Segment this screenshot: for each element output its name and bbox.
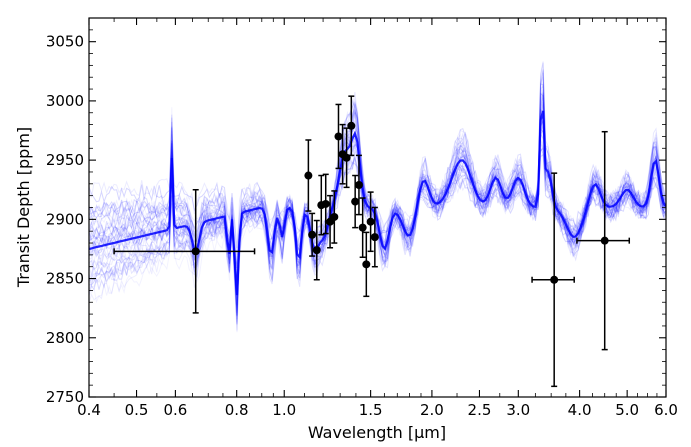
data-point <box>312 219 321 281</box>
y-tick-label: 3050 <box>46 33 84 51</box>
model-spectrum-curve <box>89 69 666 320</box>
x-tick-labels: 0.4 0.5 0.6 0.8 1.0 1.5 2.0 2.5 3.0 4.0 5.0 6.0 <box>77 401 678 419</box>
model-spectrum-curve <box>89 72 666 309</box>
x-tick-label: 0.6 <box>163 401 187 419</box>
data-marker <box>312 246 321 255</box>
data-point <box>330 190 339 244</box>
data-point <box>366 191 375 253</box>
model-spectrum-curve <box>89 108 666 298</box>
data-point <box>370 206 379 268</box>
data-marker <box>321 199 330 208</box>
y-axis-label: Transit Depth [ppm] <box>14 127 33 288</box>
model-spectrum-curve <box>89 124 666 281</box>
data-marker <box>308 230 317 239</box>
model-spectrum-curve <box>89 121 666 279</box>
data-marker <box>366 217 375 226</box>
x-tick-label: 1.5 <box>359 401 383 419</box>
x-tick-label: 2.5 <box>468 401 492 419</box>
model-spectrum-curve <box>89 89 666 325</box>
data-point <box>347 95 356 157</box>
x-tick-label: 5.0 <box>615 401 639 419</box>
model-spectrum-curve <box>89 69 666 306</box>
data-point <box>321 173 330 235</box>
model-spectrum-median <box>89 110 666 296</box>
model-spectrum-curve <box>89 85 666 324</box>
model-spectrum-curve <box>89 153 666 269</box>
y-tick-label: 2900 <box>46 210 84 228</box>
model-spectrum-curve <box>89 140 666 288</box>
data-point <box>334 103 343 170</box>
data-marker <box>304 171 313 180</box>
model-spectrum-curve <box>89 110 666 301</box>
x-axis-label: Wavelength [μm] <box>308 423 446 442</box>
data-point <box>531 172 575 388</box>
x-tick-label: 4.0 <box>568 401 592 419</box>
data-marker <box>334 132 343 141</box>
data-marker <box>351 197 360 206</box>
y-tick-label: 2950 <box>46 151 84 169</box>
data-marker <box>358 223 367 232</box>
model-spectrum-curve <box>89 92 666 297</box>
data-point <box>358 197 367 258</box>
data-marker <box>550 275 559 284</box>
data-marker <box>370 233 379 242</box>
y-tick-label: 2800 <box>46 329 84 347</box>
y-tick-label: 2850 <box>46 270 84 288</box>
model-spectrum-curve <box>89 139 666 280</box>
model-spectrum-curve <box>89 82 666 331</box>
y-tick-label: 2750 <box>46 388 84 406</box>
x-tick-label: 1.0 <box>272 401 296 419</box>
data-point <box>308 212 317 257</box>
data-marker <box>347 121 356 130</box>
model-spectrum-curve <box>89 128 666 255</box>
model-spectrum-curve <box>89 132 666 249</box>
axis-ticks <box>88 18 667 398</box>
model-spectra <box>89 61 666 333</box>
data-point <box>576 130 631 351</box>
data-marker <box>191 247 200 256</box>
data-marker <box>330 212 339 221</box>
data-point <box>304 139 313 212</box>
y-tick-label: 3000 <box>46 92 84 110</box>
observations <box>113 95 631 388</box>
data-marker <box>354 180 363 189</box>
model-spectrum-curve <box>89 104 666 316</box>
x-tick-label: 0.8 <box>225 401 249 419</box>
data-point <box>354 154 363 216</box>
x-tick-label: 3.0 <box>506 401 530 419</box>
x-tick-label: 0.5 <box>125 401 149 419</box>
data-point <box>113 188 256 314</box>
data-point <box>362 231 371 298</box>
x-tick-label: 0.4 <box>77 401 101 419</box>
x-tick-label: 2.0 <box>420 401 444 419</box>
model-spectrum-curve <box>89 61 666 324</box>
y-tick-labels: 2750 2800 2850 2900 2950 3000 3050 <box>46 33 84 406</box>
data-marker <box>600 236 609 245</box>
model-spectrum-curve <box>89 128 666 258</box>
data-marker <box>362 260 371 269</box>
model-spectrum-curve <box>89 62 666 315</box>
x-tick-label: 6.0 <box>654 401 678 419</box>
